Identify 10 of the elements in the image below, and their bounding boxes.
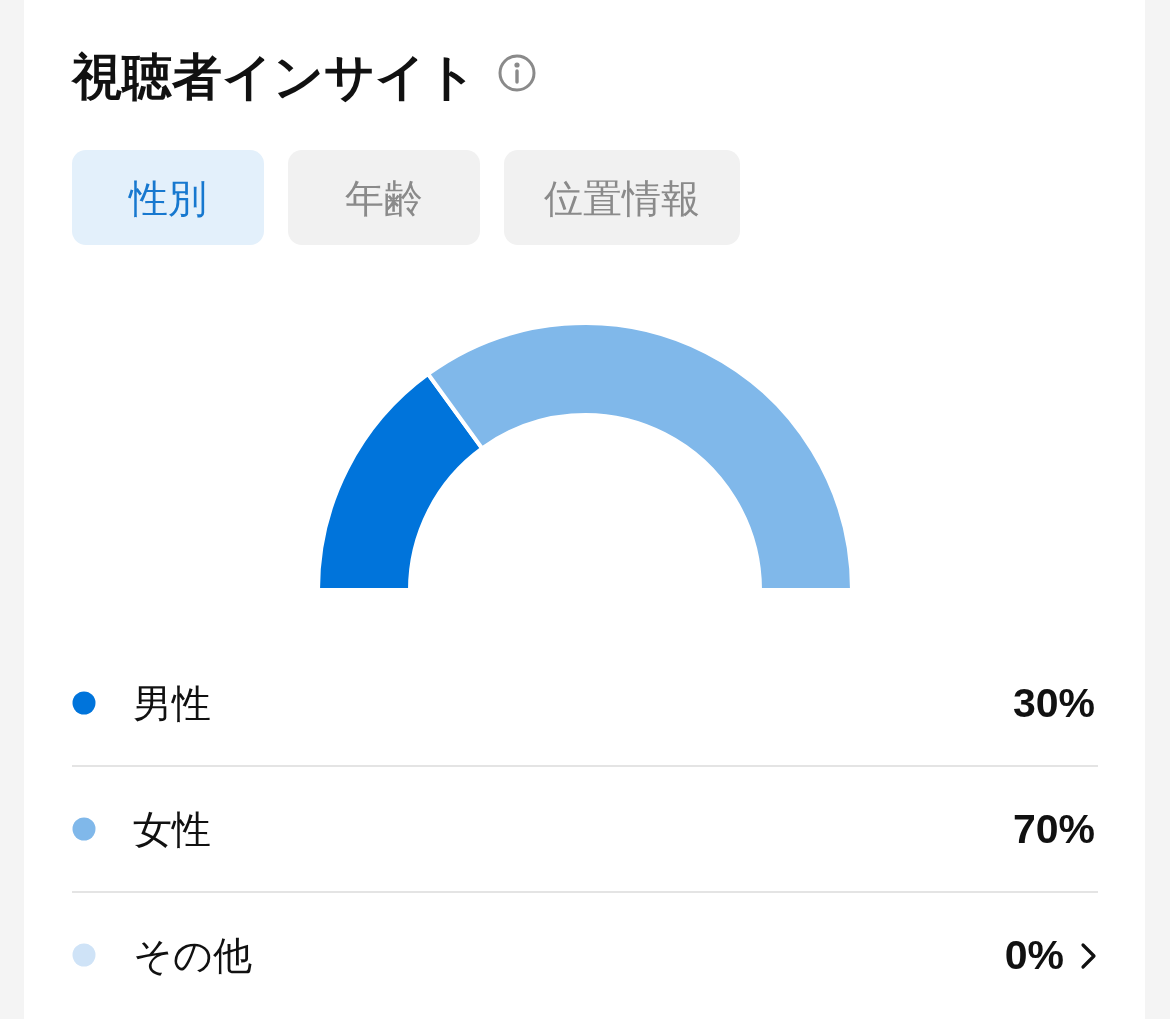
legend-label: 女性: [133, 807, 211, 852]
tab: 年齢: [288, 150, 480, 245]
value-label: 30%: [1012, 680, 1095, 726]
legend-label: その他: [133, 933, 252, 978]
legend-label: 男性: [133, 681, 211, 726]
tab: 位置情報: [504, 150, 740, 245]
title: 視聴者インサイト: [72, 48, 477, 106]
tab: 性別: [72, 150, 264, 245]
value-label: 70%: [1012, 806, 1095, 852]
value-label: 0%: [1004, 932, 1064, 978]
